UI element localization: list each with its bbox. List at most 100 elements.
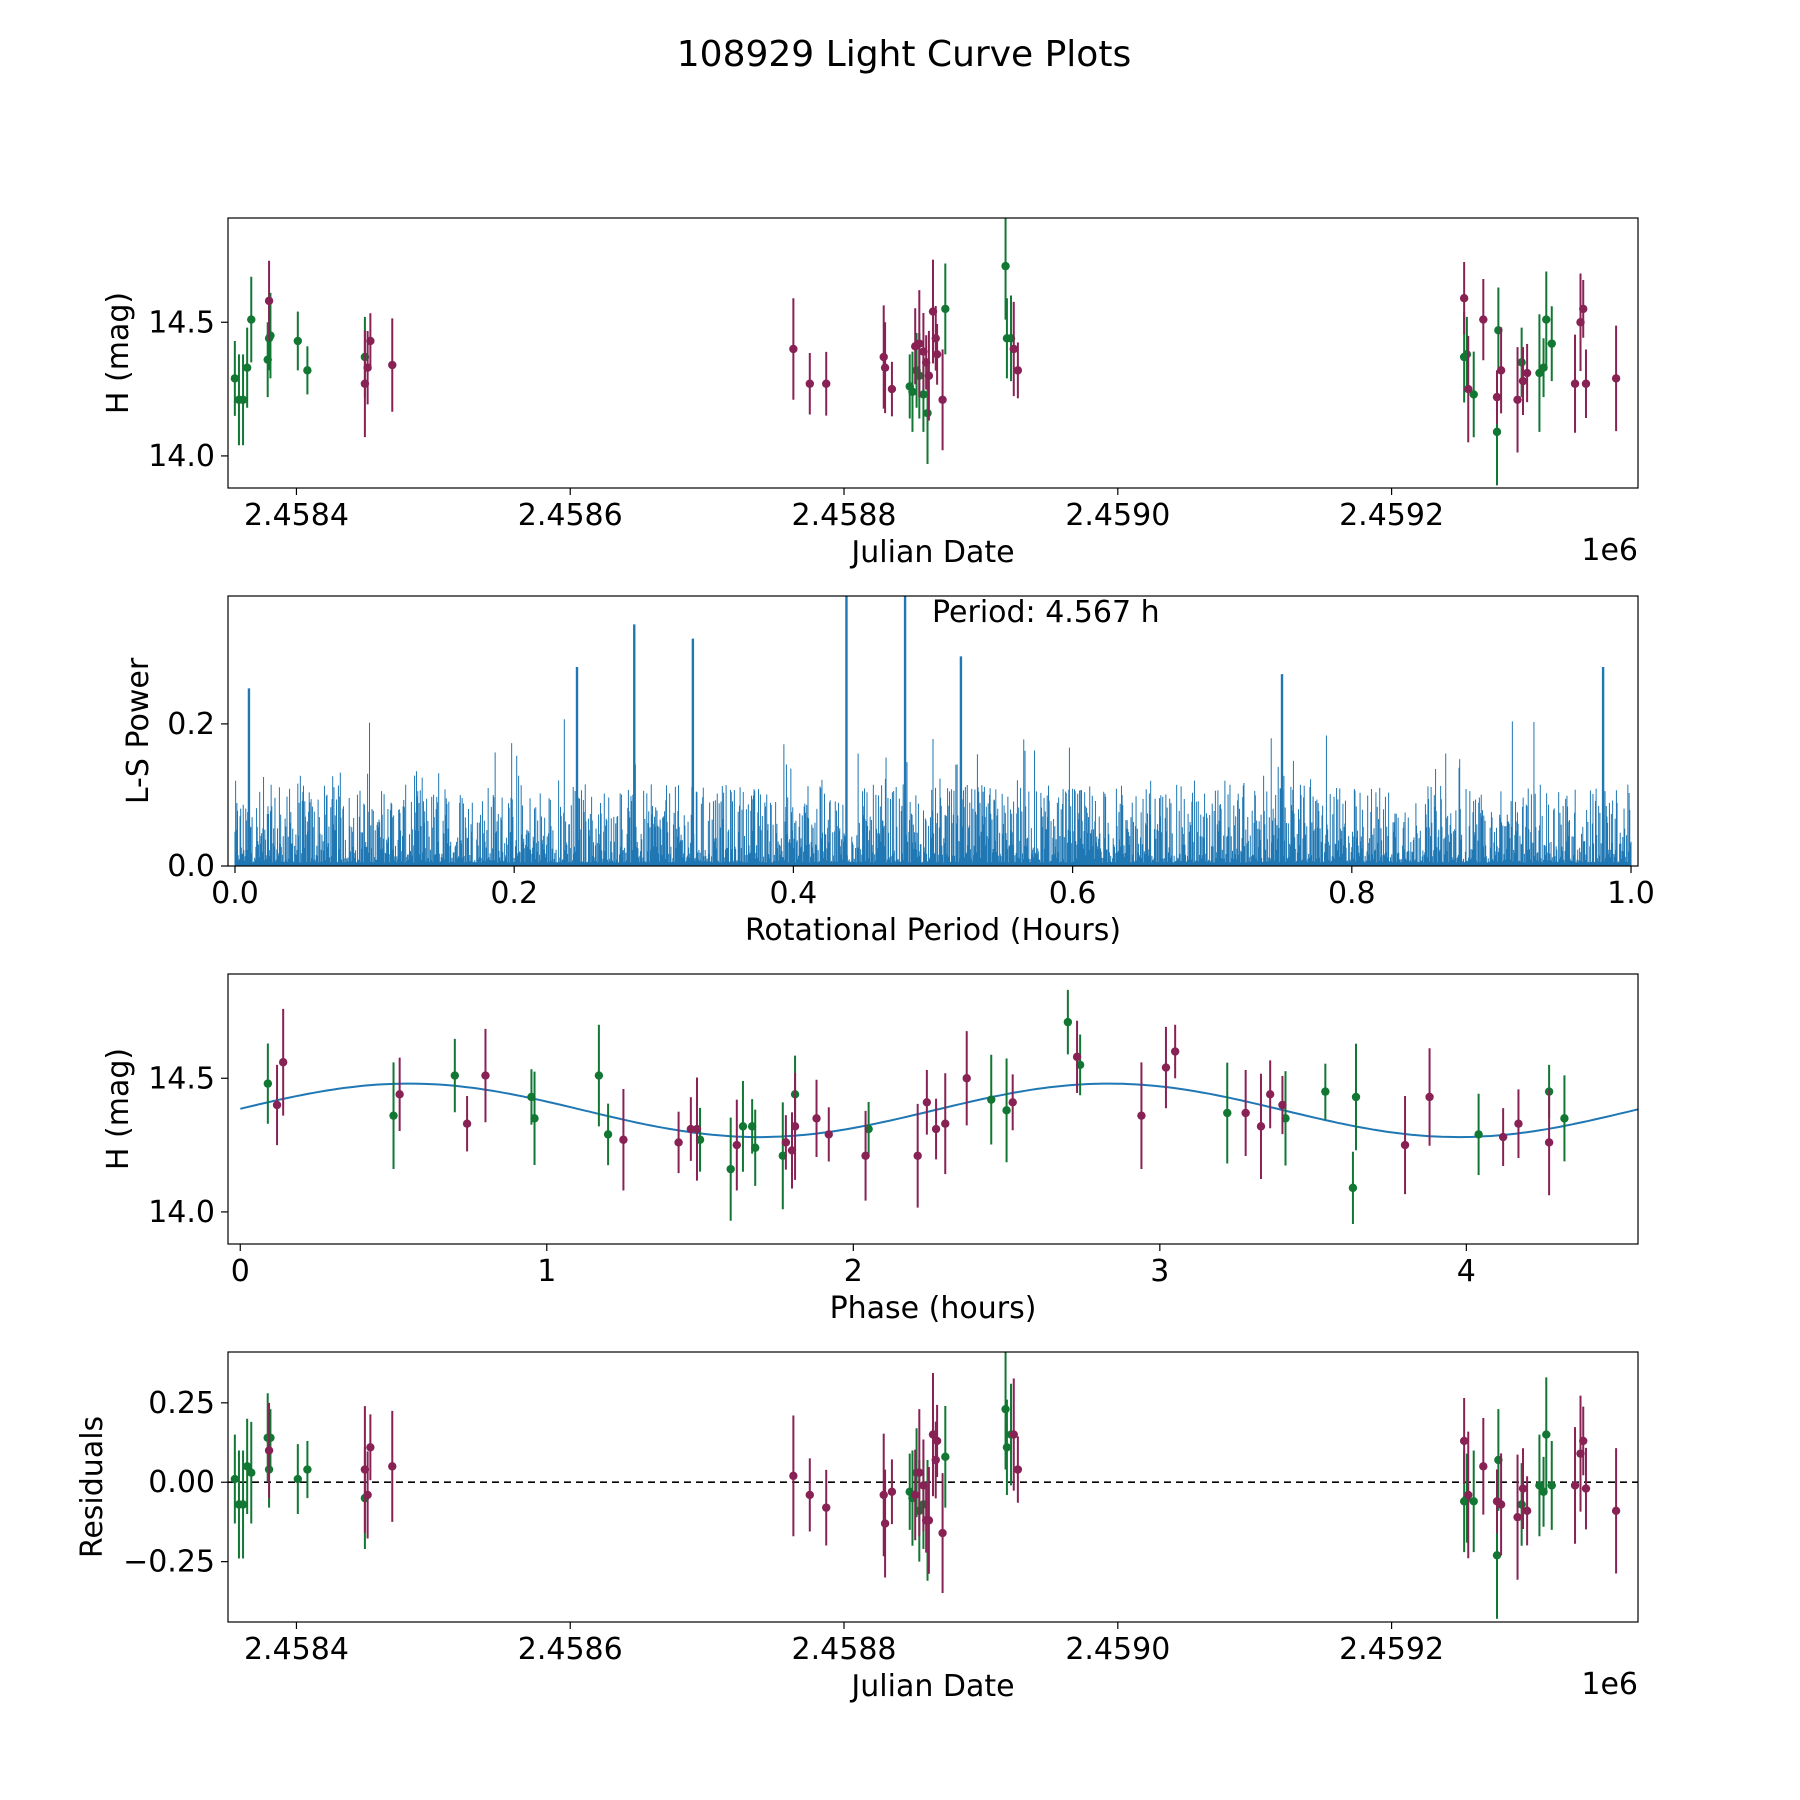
data-point-green	[923, 408, 932, 418]
x-tick-label: 2.4592	[1339, 498, 1444, 533]
data-point-purple	[913, 1151, 922, 1160]
data-point-purple	[395, 1090, 404, 1099]
periodogram-xlabel: Rotational Period (Hours)	[745, 913, 1121, 948]
data-point-purple	[938, 395, 947, 404]
data-point-purple	[278, 1058, 288, 1067]
y-tick-label: −0.25	[123, 1545, 215, 1580]
data-point-purple	[1459, 1436, 1469, 1446]
data-point-green	[1547, 339, 1556, 348]
data-point-purple	[264, 296, 274, 306]
data-point-purple	[887, 384, 897, 394]
data-point-green	[1321, 1087, 1330, 1096]
x-tick-label: 2.4586	[518, 498, 623, 533]
data-point-purple	[822, 1503, 831, 1512]
y-tick-label: 14.0	[148, 1195, 215, 1230]
light-curve-marks	[230, 218, 1621, 486]
data-point-purple	[1479, 1462, 1488, 1471]
y-tick-label: 0.0	[167, 849, 215, 884]
data-point-purple	[911, 1490, 920, 1500]
data-point-green	[266, 331, 275, 340]
residuals-xlabel: Julian Date	[849, 1669, 1014, 1704]
data-point-green	[594, 1071, 604, 1080]
data-point-green	[1223, 1108, 1232, 1118]
data-point-purple	[481, 1071, 490, 1080]
data-point-green	[1469, 390, 1478, 399]
data-point-purple	[805, 1490, 814, 1500]
x-tick-label: 3	[1150, 1254, 1169, 1289]
data-point-purple	[1513, 395, 1522, 404]
y-tick-label: 0.2	[167, 707, 215, 742]
data-point-purple	[931, 1455, 940, 1465]
figure-title: 108929 Light Curve Plots	[677, 34, 1131, 75]
data-point-purple	[1008, 1098, 1017, 1107]
data-point-green	[530, 1114, 539, 1123]
data-point-green	[726, 1164, 735, 1174]
data-point-purple	[1570, 1481, 1580, 1490]
panel-periodogram: 0.0 0.2 0.4 0.6 0.8 1.0 0.0 0.2 Period: 4.567 h…	[121, 595, 1655, 948]
data-point-green	[1002, 1443, 1012, 1452]
data-point-green	[1542, 1430, 1551, 1439]
x-tick-label: 0.8	[1328, 876, 1376, 911]
data-point-purple	[941, 1119, 950, 1128]
data-point-purple	[931, 1124, 941, 1134]
data-point-purple	[1425, 1092, 1434, 1102]
data-point-purple	[880, 363, 890, 372]
periodogram-power-line	[234, 719, 1632, 866]
phased-curve-axes-frame	[227, 973, 1639, 1245]
panel-light-curve: 2.4584 2.4586 2.4588 2.4590 2.4592 14.0 14.5 J…	[101, 217, 1639, 570]
data-point-purple	[1496, 1500, 1506, 1509]
phased-curve-ticks: 0 1 2 3 4 14.0 14.5	[148, 1061, 1476, 1289]
data-point-purple	[879, 352, 888, 362]
data-point-purple	[388, 1462, 397, 1471]
light-curve-offset-label: 1e6	[1581, 533, 1638, 568]
data-point-purple	[824, 1130, 833, 1139]
data-point-purple	[1570, 379, 1580, 388]
light-curve-ticks: 2.4584 2.4586 2.4588 2.4590 2.4592 14.0 14.5	[148, 305, 1444, 533]
x-tick-label: 0.4	[770, 876, 818, 911]
data-point-purple	[1544, 1138, 1554, 1147]
data-point-purple	[686, 1124, 696, 1134]
data-point-green	[1348, 1183, 1358, 1193]
data-point-purple	[1170, 1047, 1180, 1056]
data-point-green	[603, 1130, 613, 1139]
data-point-purple	[1579, 304, 1588, 314]
data-point-purple	[861, 1151, 870, 1160]
data-point-green	[1517, 1500, 1526, 1509]
x-tick-label: 2.4588	[792, 498, 897, 533]
x-tick-label: 2.4588	[792, 1632, 897, 1667]
x-tick-label: 2.4584	[244, 498, 349, 533]
data-point-purple	[1518, 1484, 1528, 1493]
data-point-purple	[1514, 1119, 1523, 1128]
x-tick-label: 0.0	[211, 876, 259, 911]
data-point-purple	[388, 360, 397, 370]
data-point-green	[230, 1474, 240, 1484]
data-point-purple	[1498, 1132, 1508, 1142]
x-tick-label: 0.6	[1049, 876, 1097, 911]
y-tick-label: 14.5	[148, 305, 215, 340]
data-point-green	[238, 1500, 248, 1509]
y-tick-label: 14.0	[148, 439, 215, 474]
y-tick-label: 0.25	[148, 1386, 215, 1421]
data-point-purple	[1013, 366, 1023, 375]
data-point-green	[1492, 1551, 1502, 1560]
data-point-green	[242, 1462, 252, 1471]
data-point-green	[738, 1122, 748, 1131]
x-tick-label: 2.4592	[1339, 1632, 1444, 1667]
data-point-purple	[619, 1135, 628, 1144]
data-point-purple	[790, 1122, 800, 1131]
data-point-green	[1547, 1481, 1556, 1490]
data-point-purple	[1522, 1506, 1532, 1516]
data-point-purple	[1522, 368, 1532, 378]
data-point-green	[941, 304, 950, 314]
data-point-purple	[915, 1468, 924, 1477]
phased-curve-marks	[240, 989, 1639, 1225]
data-point-purple	[366, 336, 375, 346]
data-point-purple	[879, 1490, 888, 1500]
x-tick-label: 2.4590	[1065, 1632, 1170, 1667]
data-point-purple	[919, 1481, 928, 1490]
light-curve-axes-frame	[227, 217, 1639, 489]
residuals-ylabel: Residuals	[75, 1416, 110, 1558]
residuals-ticks: 2.4584 2.4586 2.4588 2.4590 2.4592 0.25 0.00 −0…	[123, 1386, 1444, 1667]
data-point-green	[293, 1474, 303, 1484]
